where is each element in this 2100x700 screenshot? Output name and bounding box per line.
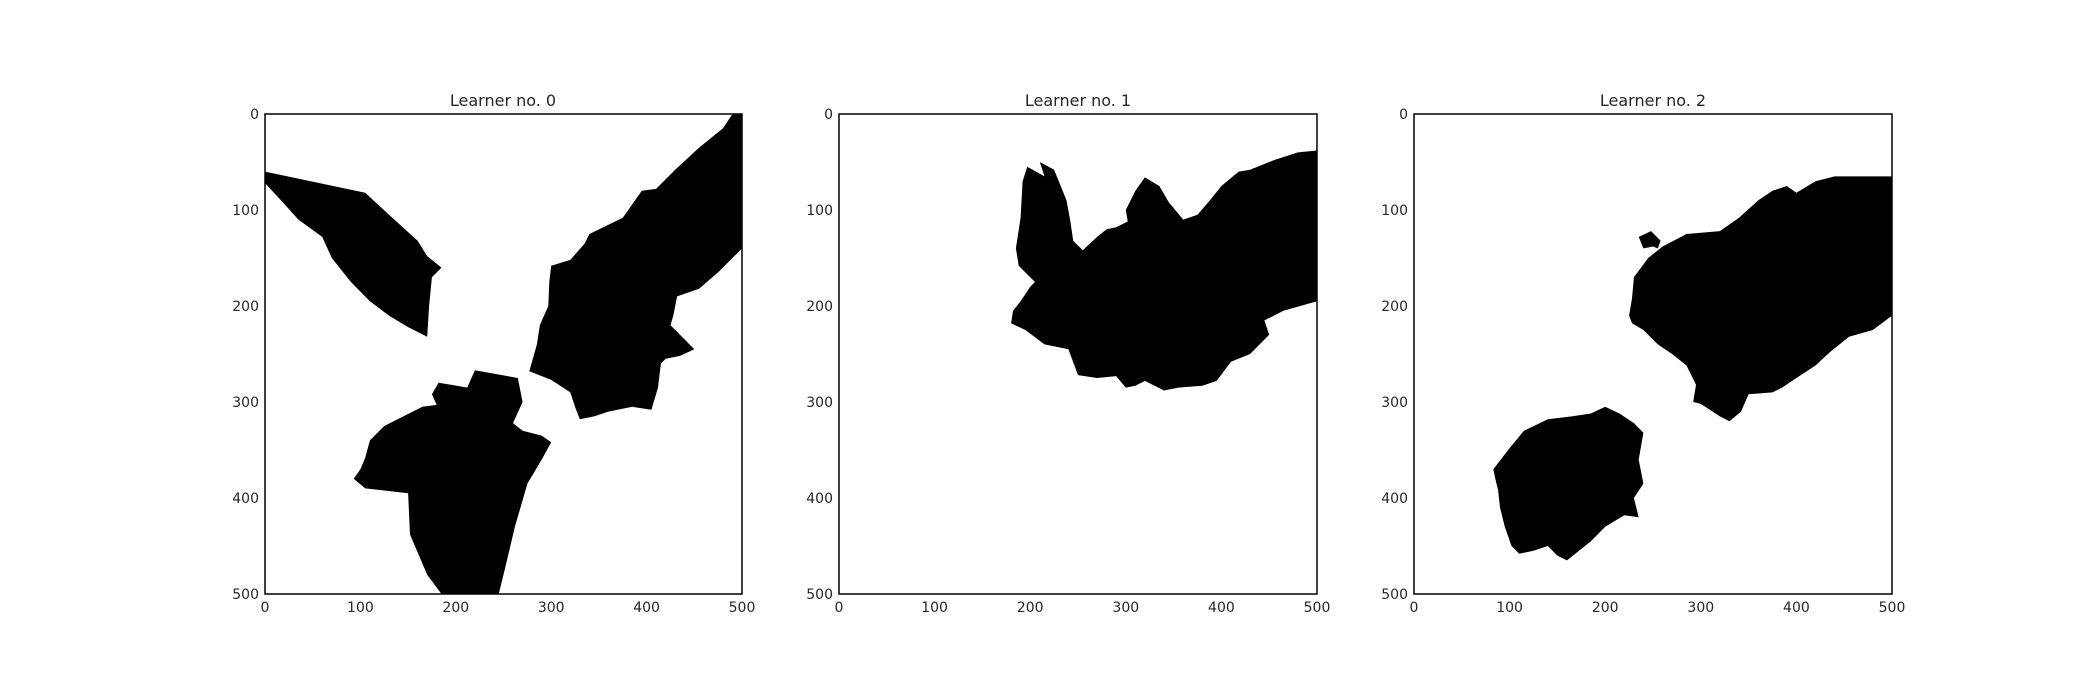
subplot-2-regions: [1493, 176, 1892, 561]
x-tick-label: 400: [633, 600, 660, 616]
x-tick-label: 0: [261, 600, 270, 616]
y-tick-label: 200: [806, 299, 833, 315]
mask-region-2-0: [1629, 176, 1892, 422]
y-tick-label: 100: [1381, 203, 1408, 219]
x-tick-label: 500: [1304, 600, 1331, 616]
x-tick-label: 200: [442, 600, 469, 616]
x-tick-label: 200: [1592, 600, 1619, 616]
x-tick-label: 300: [1112, 600, 1139, 616]
subplot-0-frame: [264, 113, 743, 595]
y-tick-label: 500: [1381, 587, 1408, 603]
y-tick-label: 100: [232, 203, 259, 219]
x-tick-label: 0: [835, 600, 844, 616]
mask-region-0-2: [353, 370, 552, 594]
x-tick-label: 100: [921, 600, 948, 616]
y-tick-label: 500: [806, 587, 833, 603]
y-tick-label: 400: [232, 491, 259, 507]
y-tick-label: 400: [806, 491, 833, 507]
mask-region-2-2: [1493, 406, 1644, 561]
subplot-0: Learner no. 0 0 100 200 300 400 5000100200300…: [232, 91, 755, 616]
x-tick-label: 300: [1687, 600, 1714, 616]
x-tick-label: 200: [1017, 600, 1044, 616]
subplot-0-title: Learner no. 0: [450, 91, 556, 110]
subplot-1: Learner no. 1 0 100 200 300 400 5000100200300…: [806, 91, 1330, 616]
y-tick-label: 300: [232, 395, 259, 411]
x-tick-label: 500: [1879, 600, 1906, 616]
x-tick-label: 300: [538, 600, 565, 616]
subplot-2-title: Learner no. 2: [1600, 91, 1706, 110]
x-tick-label: 400: [1208, 600, 1235, 616]
mask-region-0-1: [529, 114, 742, 420]
x-tick-label: 100: [1496, 600, 1523, 616]
subplot-0-regions: [265, 114, 742, 594]
x-tick-label: 100: [347, 600, 374, 616]
subplot-1-regions: [1011, 150, 1317, 391]
subplot-2-frame: [1413, 113, 1893, 595]
y-tick-label: 0: [1399, 107, 1408, 123]
mask-region-2-1: [1638, 231, 1661, 249]
subplot-1-title: Learner no. 1: [1025, 91, 1131, 110]
mask-region-1-0: [1011, 150, 1317, 391]
x-tick-label: 0: [1410, 600, 1419, 616]
y-tick-label: 200: [1381, 299, 1408, 315]
y-tick-label: 400: [1381, 491, 1408, 507]
x-tick-label: 400: [1783, 600, 1810, 616]
subplot-2: Learner no. 2 0 100 200 300 400 5000100200300…: [1381, 91, 1905, 616]
y-tick-label: 500: [232, 587, 259, 603]
y-tick-label: 0: [824, 107, 833, 123]
y-tick-label: 0: [250, 107, 259, 123]
y-tick-label: 300: [1381, 395, 1408, 411]
subplot-1-frame: [838, 113, 1318, 595]
x-tick-label: 500: [729, 600, 756, 616]
mask-region-0-0: [265, 171, 442, 337]
y-tick-label: 100: [806, 203, 833, 219]
y-tick-label: 300: [806, 395, 833, 411]
y-tick-label: 200: [232, 299, 259, 315]
